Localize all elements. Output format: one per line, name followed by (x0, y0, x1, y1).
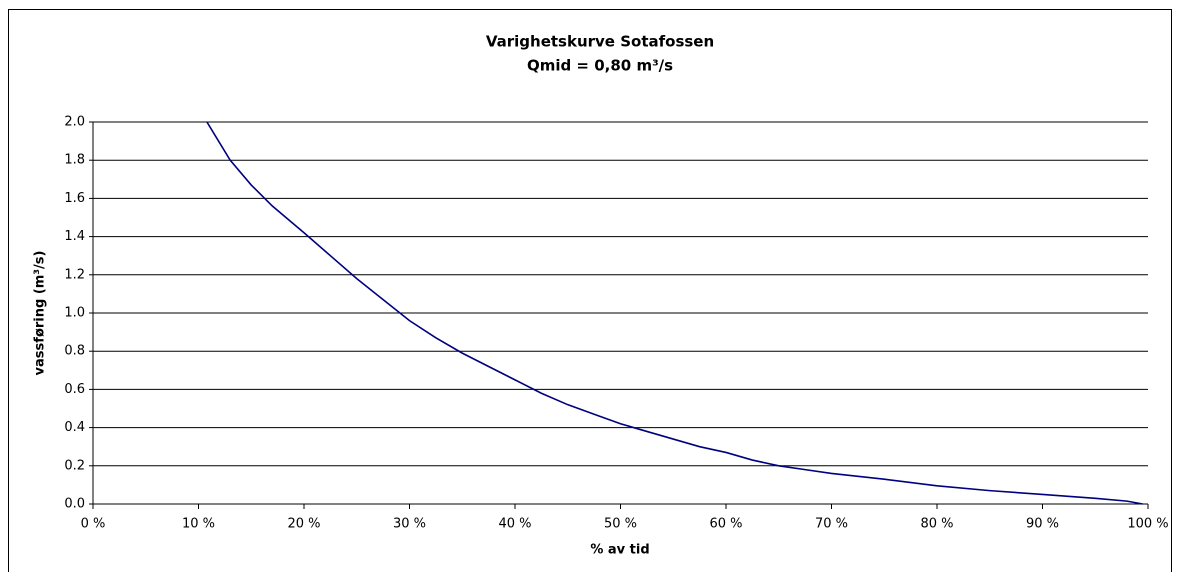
y-tick-label: 1.2 (64, 267, 85, 282)
y-tick-label: 1.6 (64, 191, 85, 206)
chart-subtitle: Qmid = 0,80 m³/s (527, 57, 673, 75)
y-tick-label: 0.8 (64, 344, 85, 359)
y-tick-label: 0.0 (64, 497, 85, 512)
y-tick-label: 0.4 (64, 420, 85, 435)
y-tick-label: 0.2 (64, 458, 85, 473)
x-tick-label: 90 % (1026, 517, 1059, 532)
x-tick-label: 10 % (182, 517, 215, 532)
chart-title: Varighetskurve Sotafossen (486, 33, 714, 51)
chart-border (8, 9, 1172, 572)
x-tick-label: 20 % (287, 517, 320, 532)
data-line (206, 121, 1143, 505)
x-tick-label: 50 % (604, 517, 637, 532)
x-tick-label: 80 % (920, 517, 953, 532)
x-tick-label: 0 % (81, 517, 106, 532)
x-axis-title: % av tid (590, 543, 649, 558)
x-tick-label: 30 % (393, 517, 426, 532)
x-tick-label: 100 % (1127, 517, 1168, 532)
y-tick-label: 0.6 (64, 382, 85, 397)
x-tick-label: 40 % (498, 517, 531, 532)
y-axis-title: vassføring (m³/s) (33, 251, 48, 376)
x-tick-label: 70 % (815, 517, 848, 532)
y-tick-label: 2.0 (64, 115, 85, 130)
y-tick-label: 1.8 (64, 153, 85, 168)
y-tick-label: 1.4 (64, 229, 85, 244)
y-tick-label: 1.0 (64, 306, 85, 321)
x-tick-label: 60 % (709, 517, 742, 532)
